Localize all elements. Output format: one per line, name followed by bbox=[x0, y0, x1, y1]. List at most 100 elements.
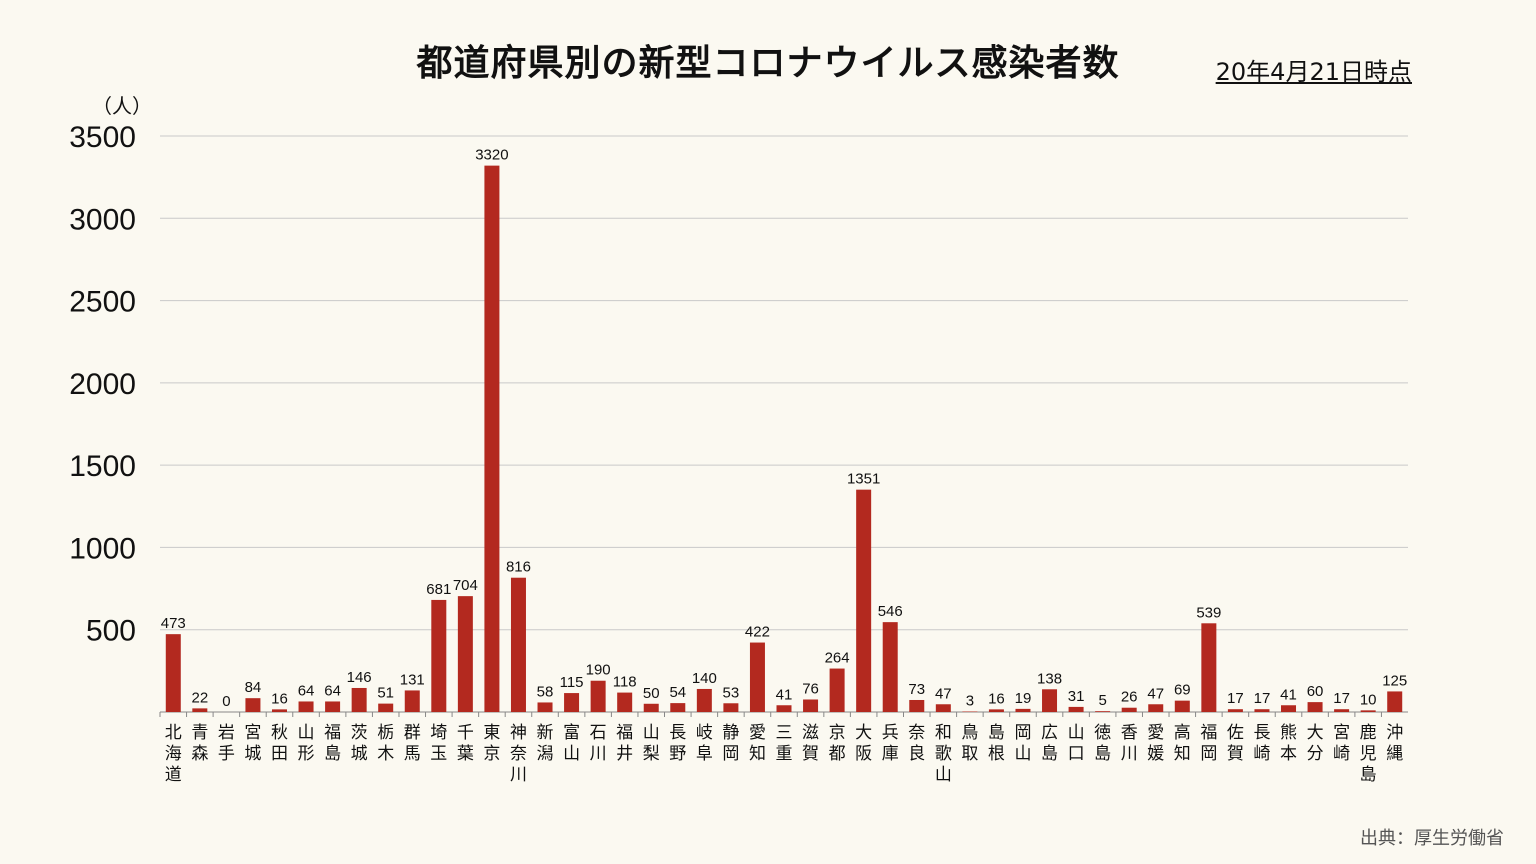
data-label: 16 bbox=[271, 690, 288, 707]
x-tick-label: 京都 bbox=[829, 723, 846, 764]
bar bbox=[564, 693, 580, 712]
data-label: 125 bbox=[1382, 672, 1407, 689]
data-label: 146 bbox=[347, 669, 372, 686]
x-tick-label: 新潟 bbox=[537, 723, 554, 764]
bar bbox=[617, 692, 633, 712]
data-label: 5 bbox=[1098, 692, 1106, 709]
chart-title: 都道府県別の新型コロナウイルス感染者数 bbox=[416, 43, 1120, 84]
x-tick-label: 静岡 bbox=[722, 723, 739, 764]
bar bbox=[271, 709, 287, 712]
y-tick-label: 1000 bbox=[69, 532, 136, 565]
data-label: 546 bbox=[878, 603, 903, 620]
data-label: 17 bbox=[1254, 690, 1271, 707]
x-tick-label: 大阪 bbox=[855, 723, 872, 764]
data-label: 140 bbox=[692, 670, 717, 687]
bar bbox=[723, 703, 739, 712]
x-tick-label: 滋賀 bbox=[802, 723, 819, 764]
bar bbox=[378, 703, 394, 712]
data-label: 31 bbox=[1068, 688, 1085, 705]
x-tick-label: 福島 bbox=[324, 723, 341, 764]
x-tick-label: 兵庫 bbox=[882, 723, 899, 764]
x-tick-label: 和歌山 bbox=[935, 723, 952, 785]
bar bbox=[325, 701, 341, 712]
date-label: 20年4月21日時点 bbox=[1215, 58, 1412, 86]
data-label: 19 bbox=[1015, 690, 1032, 707]
bar bbox=[988, 709, 1004, 712]
data-label: 17 bbox=[1333, 690, 1350, 707]
data-label: 47 bbox=[935, 685, 952, 702]
bar bbox=[643, 703, 659, 712]
x-tick-label: 千葉 bbox=[457, 723, 474, 764]
data-label: 22 bbox=[191, 689, 208, 706]
bar bbox=[1042, 689, 1058, 712]
bar bbox=[1121, 707, 1137, 712]
x-tick-label: 福井 bbox=[616, 723, 633, 764]
bar bbox=[1387, 691, 1403, 712]
bar bbox=[245, 698, 261, 712]
bar bbox=[1068, 706, 1084, 712]
bar bbox=[537, 702, 553, 712]
x-tick-label: 埼玉 bbox=[430, 723, 447, 764]
x-tick-label: 山梨 bbox=[643, 723, 660, 764]
data-label: 41 bbox=[1280, 686, 1297, 703]
data-label: 64 bbox=[324, 682, 341, 699]
x-tick-label: 高知 bbox=[1174, 723, 1191, 764]
source-label: 出典：厚生労働省 bbox=[1360, 828, 1504, 849]
data-label: 17 bbox=[1227, 690, 1244, 707]
y-tick-label: 500 bbox=[86, 615, 136, 648]
data-label: 115 bbox=[560, 674, 584, 691]
data-label: 60 bbox=[1307, 683, 1324, 700]
x-tick-label: 島根 bbox=[988, 723, 1005, 764]
data-label: 3 bbox=[966, 693, 974, 710]
bar bbox=[457, 596, 473, 712]
x-tick-label: 鹿児島 bbox=[1360, 723, 1377, 785]
data-label: 539 bbox=[1196, 604, 1221, 621]
y-tick-label: 2500 bbox=[69, 286, 136, 319]
x-tick-label: 愛媛 bbox=[1147, 723, 1164, 764]
x-tick-label: 大分 bbox=[1307, 723, 1324, 764]
bar bbox=[1095, 711, 1111, 712]
y-tick-label: 2000 bbox=[69, 368, 136, 401]
x-tick-label: 東京 bbox=[483, 723, 500, 764]
data-label: 138 bbox=[1037, 670, 1062, 687]
bar bbox=[165, 634, 181, 712]
x-tick-label: 佐賀 bbox=[1227, 723, 1244, 764]
data-label: 69 bbox=[1174, 682, 1191, 699]
bar bbox=[192, 708, 208, 712]
data-label: 76 bbox=[802, 680, 819, 697]
data-label: 10 bbox=[1360, 691, 1377, 708]
x-tick-label: 香川 bbox=[1121, 723, 1138, 764]
data-label: 16 bbox=[988, 690, 1005, 707]
data-label: 131 bbox=[400, 671, 425, 688]
data-label: 41 bbox=[776, 686, 793, 703]
x-tick-label: 茨城 bbox=[351, 723, 368, 764]
x-tick-label: 北海道 bbox=[165, 723, 182, 785]
x-tick-label: 長野 bbox=[669, 723, 686, 764]
bar bbox=[909, 699, 925, 712]
x-tick-label: 三重 bbox=[776, 723, 793, 764]
bar bbox=[696, 688, 712, 712]
x-tick-label: 徳島 bbox=[1094, 723, 1111, 764]
x-tick-label: 青森 bbox=[191, 723, 208, 764]
data-label: 1351 bbox=[847, 471, 880, 488]
x-tick-label: 広島 bbox=[1041, 723, 1058, 764]
x-tick-label: 岩手 bbox=[218, 723, 235, 764]
x-tick-label: 岐阜 bbox=[696, 723, 713, 764]
data-label: 54 bbox=[669, 684, 686, 701]
bar bbox=[351, 687, 367, 712]
y-tick-label: 3500 bbox=[69, 121, 136, 154]
bar bbox=[1227, 709, 1243, 712]
data-label: 264 bbox=[825, 650, 850, 667]
data-label: 0 bbox=[222, 693, 230, 710]
x-tick-label: 鳥取 bbox=[961, 723, 978, 764]
x-tick-label: 山形 bbox=[298, 723, 315, 764]
x-tick-label: 福岡 bbox=[1200, 723, 1217, 764]
bar bbox=[1015, 708, 1031, 712]
data-label: 58 bbox=[537, 683, 554, 700]
data-label: 84 bbox=[245, 679, 262, 696]
data-label: 816 bbox=[506, 559, 531, 576]
bar bbox=[935, 704, 951, 712]
bar bbox=[484, 165, 500, 712]
bar bbox=[404, 690, 420, 712]
x-tick-label: 愛知 bbox=[749, 723, 766, 764]
